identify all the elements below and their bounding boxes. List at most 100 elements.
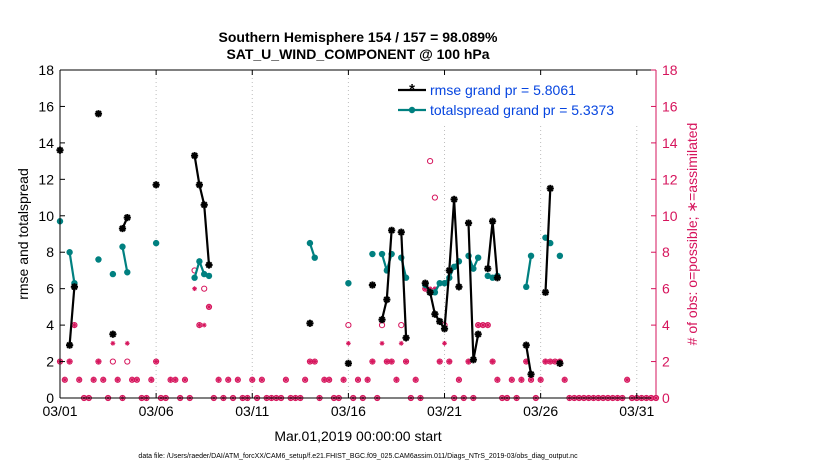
obs-assimilated-point bbox=[91, 377, 97, 383]
y-axis-label-right: # of obs: o=possible; ∗=assimilated bbox=[684, 123, 700, 346]
obs-assimilated-stroke bbox=[404, 359, 409, 364]
totalspread-line bbox=[525, 255, 533, 287]
obs-assimilated-stroke bbox=[370, 359, 375, 364]
rmse-marker-stroke bbox=[431, 310, 439, 318]
obs-assimilated-point bbox=[490, 359, 495, 364]
obs-possible-point bbox=[100, 376, 107, 383]
obs-assimilated-point bbox=[523, 359, 529, 364]
rmse-marker-stroke bbox=[446, 267, 453, 274]
x-tick-label: 03/31 bbox=[619, 403, 654, 419]
obs-assimilated-stroke bbox=[235, 377, 240, 382]
y-tick-label-left: 12 bbox=[38, 171, 54, 187]
obs-assimilated-point bbox=[134, 377, 140, 383]
totalspread-point bbox=[205, 272, 213, 280]
totalspread-point bbox=[378, 250, 386, 258]
obs-assimilated-stroke bbox=[259, 377, 264, 382]
rmse-point bbox=[109, 330, 117, 338]
obs-possible-point bbox=[124, 358, 131, 365]
obs-assimilated-point bbox=[196, 322, 202, 328]
obs-assimilated-stroke bbox=[206, 304, 212, 309]
y-tick-label-left: 6 bbox=[46, 281, 54, 297]
rmse-point bbox=[527, 370, 535, 378]
rmse-point bbox=[474, 330, 482, 338]
obs-assimilated-point bbox=[124, 340, 130, 346]
totalspread-point bbox=[200, 270, 208, 278]
legend: * rmse grand pr = 5.8061 totalspread gra… bbox=[392, 78, 650, 124]
totalspread-point bbox=[369, 250, 376, 258]
obs-possible-point bbox=[282, 376, 290, 383]
rmse-marker-stroke bbox=[484, 265, 492, 272]
obs-assimilated-stroke bbox=[303, 377, 308, 382]
rmse-point bbox=[541, 288, 550, 296]
plot-area bbox=[60, 70, 656, 398]
obs-assimilated-stroke bbox=[149, 377, 154, 382]
x-axis-label: Mar.01,2019 00:00:00 start bbox=[274, 428, 441, 444]
y-tick-label-left: 4 bbox=[46, 317, 54, 333]
obs-possible-point bbox=[393, 376, 400, 383]
obs-possible-point bbox=[76, 376, 83, 383]
obs-possible-point bbox=[518, 376, 525, 383]
rmse-point bbox=[123, 214, 131, 222]
x-tick-label: 03/16 bbox=[331, 403, 366, 419]
rmse-marker-stroke bbox=[119, 225, 126, 232]
obs-assimilated-point bbox=[235, 377, 241, 383]
obs-assimilated-stroke bbox=[312, 359, 317, 364]
obs-assimilated-stroke bbox=[447, 359, 452, 364]
obs-possible-point bbox=[201, 285, 208, 292]
obs-assimilated-stroke bbox=[202, 323, 207, 328]
obs-assimilated-stroke bbox=[476, 323, 481, 328]
rmse-point bbox=[70, 283, 79, 291]
y-tick-label-left: 14 bbox=[38, 135, 54, 151]
rmse-marker-stroke bbox=[378, 316, 386, 323]
obs-possible-point bbox=[302, 376, 309, 383]
totalspread-point bbox=[109, 270, 117, 278]
totalspread-point bbox=[119, 243, 126, 250]
rmse-point bbox=[378, 316, 386, 324]
obs-assimilated-point bbox=[403, 359, 409, 364]
obs-possible-point bbox=[446, 358, 453, 365]
obs-assimilated-point bbox=[519, 377, 524, 383]
obs-assimilated-stroke bbox=[485, 323, 490, 328]
y-tick-label-right: 4 bbox=[662, 317, 670, 333]
obs-possible-point bbox=[412, 376, 419, 383]
obs-assimilated-point bbox=[341, 377, 346, 383]
y-tick-label-left: 18 bbox=[38, 62, 54, 78]
rmse-point bbox=[94, 110, 103, 118]
obs-possible-point bbox=[369, 358, 376, 365]
obs-assimilated-stroke bbox=[524, 359, 529, 364]
obs-assimilated-point bbox=[456, 377, 462, 383]
rmse-point bbox=[200, 201, 208, 209]
rmse-marker-stroke bbox=[426, 289, 434, 296]
obs-assimilated-point bbox=[100, 377, 106, 383]
rmse-marker-stroke bbox=[383, 296, 391, 303]
legend-spread-label: totalspread grand pr = 5.3373 bbox=[430, 102, 614, 118]
obs-assimilated-stroke bbox=[182, 377, 188, 382]
rmse-marker-stroke bbox=[421, 279, 429, 287]
obs-assimilated-point bbox=[62, 377, 68, 383]
rmse-marker-stroke bbox=[542, 289, 549, 296]
rmse-point bbox=[431, 310, 439, 318]
obs-assimilated-point bbox=[148, 377, 154, 383]
obs-assimilated-point bbox=[307, 359, 313, 364]
rmse-point bbox=[421, 279, 429, 287]
obs-assimilated-point bbox=[72, 322, 77, 328]
rmse-marker-stroke bbox=[109, 330, 117, 338]
totalspread-point bbox=[474, 254, 482, 261]
obs-assimilated-stroke bbox=[130, 377, 135, 382]
obs-assimilated-stroke bbox=[77, 377, 82, 382]
obs-assimilated-stroke bbox=[154, 359, 159, 364]
obs-assimilated-point bbox=[509, 377, 515, 383]
obs-possible-point bbox=[537, 376, 544, 383]
obs-assimilated-point bbox=[413, 377, 419, 383]
y-tick-label-right: 0 bbox=[662, 390, 670, 406]
obs-assimilated-stroke bbox=[538, 377, 543, 382]
obs-assimilated-stroke bbox=[72, 323, 77, 328]
obs-assimilated-stroke bbox=[490, 359, 495, 364]
obs-possible-point bbox=[489, 358, 496, 365]
obs-assimilated-stroke bbox=[125, 341, 130, 346]
rmse-point bbox=[556, 359, 564, 367]
y-tick-label-right: 16 bbox=[662, 98, 678, 114]
rmse-marker-stroke bbox=[556, 360, 564, 367]
rmse-point bbox=[469, 356, 477, 364]
obs-assimilated-stroke bbox=[437, 359, 442, 364]
